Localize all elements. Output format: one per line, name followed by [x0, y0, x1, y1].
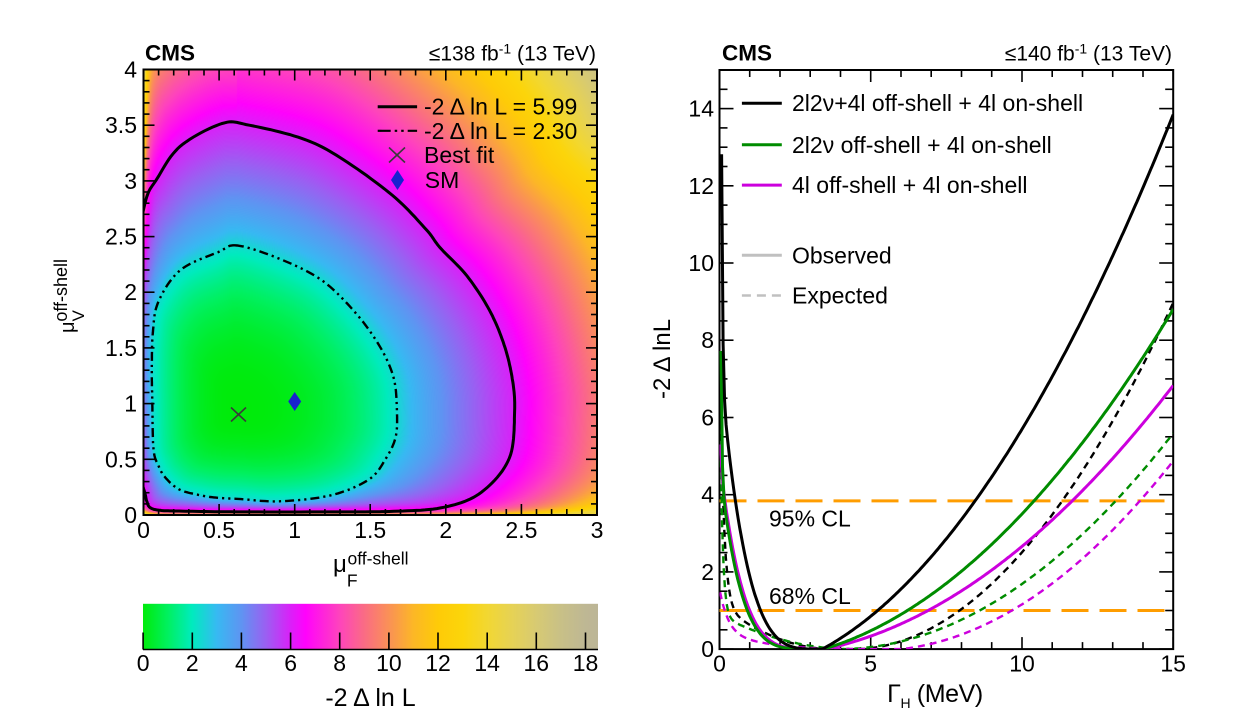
svg-text:Best fit: Best fit — [424, 142, 495, 168]
svg-text:18: 18 — [573, 650, 599, 676]
svg-text:0: 0 — [137, 517, 150, 543]
svg-text:2l2ν off-shell + 4l on-shell: 2l2ν off-shell + 4l on-shell — [792, 132, 1052, 158]
svg-text:0: 0 — [137, 650, 150, 676]
svg-text:2: 2 — [439, 517, 452, 543]
svg-text:2: 2 — [124, 279, 137, 305]
svg-text:2l2ν+4l off-shell + 4l on-shel: 2l2ν+4l off-shell + 4l on-shell — [792, 90, 1083, 116]
svg-text:2: 2 — [701, 559, 714, 585]
svg-text:16: 16 — [524, 650, 550, 676]
svg-text:≤140 fb-1 (13 TeV): ≤140 fb-1 (13 TeV) — [1005, 41, 1172, 66]
svg-text:2: 2 — [186, 650, 199, 676]
svg-text:10: 10 — [1009, 651, 1035, 677]
svg-text:CMS: CMS — [145, 41, 195, 66]
svg-text:4: 4 — [701, 482, 714, 508]
svg-text:1: 1 — [288, 517, 301, 543]
svg-text:15: 15 — [1160, 651, 1186, 677]
svg-text:SM: SM — [425, 167, 460, 193]
svg-text:1.5: 1.5 — [105, 335, 137, 361]
svg-text:12: 12 — [688, 173, 714, 199]
svg-text:10: 10 — [688, 250, 714, 276]
svg-text:3.5: 3.5 — [105, 112, 137, 138]
svg-text:1.5: 1.5 — [354, 517, 386, 543]
svg-text:CMS: CMS — [722, 41, 772, 66]
svg-text:8: 8 — [701, 327, 714, 353]
svg-text:μFoff-shell: μFoff-shell — [333, 549, 409, 591]
svg-text:3: 3 — [591, 517, 604, 543]
svg-text:-2 Δ ln L: -2 Δ ln L — [325, 684, 415, 712]
svg-text:0: 0 — [701, 636, 714, 662]
svg-text:6: 6 — [701, 405, 714, 431]
svg-text:14: 14 — [688, 96, 714, 122]
svg-text:10: 10 — [376, 650, 402, 676]
svg-text:Expected: Expected — [792, 283, 888, 309]
svg-text:68% CL: 68% CL — [769, 583, 851, 609]
svg-text:8: 8 — [333, 650, 346, 676]
svg-text:12: 12 — [425, 650, 451, 676]
svg-text:0.5: 0.5 — [105, 446, 137, 472]
svg-text:Observed: Observed — [792, 242, 892, 268]
svg-text:4: 4 — [124, 57, 137, 83]
svg-text:6: 6 — [284, 650, 297, 676]
svg-text:ΓH (MeV): ΓH (MeV) — [887, 680, 983, 711]
svg-text:0.5: 0.5 — [203, 517, 235, 543]
svg-text:2.5: 2.5 — [105, 224, 137, 250]
svg-text:1: 1 — [124, 391, 137, 417]
svg-text:2.5: 2.5 — [505, 517, 537, 543]
svg-text:4l off-shell + 4l on-shell: 4l off-shell + 4l on-shell — [792, 172, 1027, 198]
svg-text:3: 3 — [124, 168, 137, 194]
svg-text:5: 5 — [864, 651, 877, 677]
svg-text:0: 0 — [713, 651, 726, 677]
svg-text:0: 0 — [124, 502, 137, 528]
svg-text:-2 Δ lnL: -2 Δ lnL — [649, 319, 676, 399]
svg-text:95% CL: 95% CL — [769, 506, 851, 532]
svg-text:μVoff-shell: μVoff-shell — [51, 259, 88, 333]
svg-text:-2 Δ ln L = 5.99: -2 Δ ln L = 5.99 — [424, 94, 577, 120]
svg-text:≤138 fb-1 (13 TeV): ≤138 fb-1 (13 TeV) — [429, 41, 596, 66]
svg-text:-2 Δ ln L = 2.30: -2 Δ ln L = 2.30 — [424, 118, 577, 144]
svg-text:4: 4 — [235, 650, 248, 676]
svg-text:14: 14 — [474, 650, 500, 676]
